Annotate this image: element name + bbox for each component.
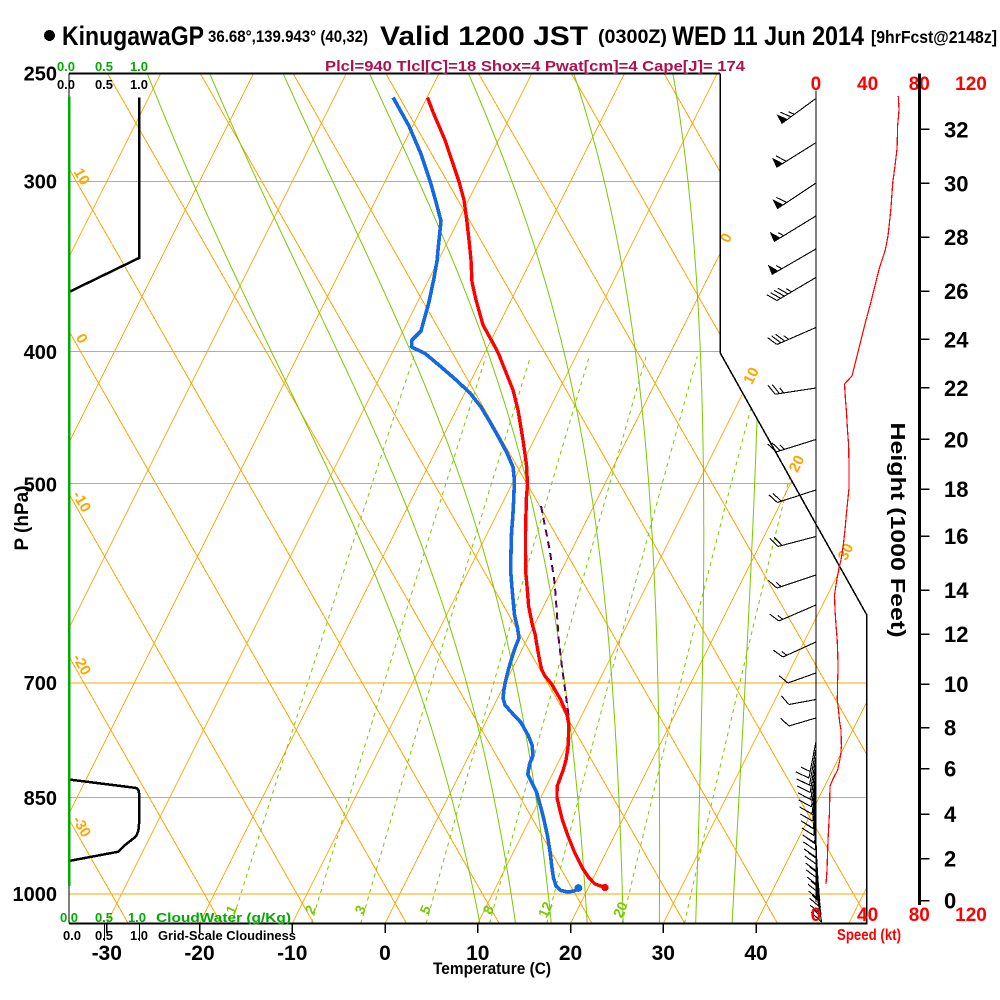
svg-text:0.0: 0.0 xyxy=(57,77,75,92)
svg-text:1000: 1000 xyxy=(13,884,58,906)
svg-text:Speed (kt): Speed (kt) xyxy=(837,927,901,944)
svg-text:1.0: 1.0 xyxy=(130,928,148,943)
svg-text:0.5: 0.5 xyxy=(95,910,113,925)
svg-text:10: 10 xyxy=(466,942,489,965)
svg-text:KinugawaGP: KinugawaGP xyxy=(62,21,204,51)
svg-text:10: 10 xyxy=(944,672,968,697)
svg-text:WED 11 Jun 2014: WED 11 Jun 2014 xyxy=(672,21,864,51)
svg-text:22: 22 xyxy=(944,376,968,401)
svg-text:Plcl=940 Tlcl[C]=18 Shox=4 Pwa: Plcl=940 Tlcl[C]=18 Shox=4 Pwat[cm]=4 Ca… xyxy=(325,58,746,75)
svg-text:[9hrFcst@2148z]: [9hrFcst@2148z] xyxy=(871,27,997,47)
svg-text:0: 0 xyxy=(379,942,391,965)
svg-text:0: 0 xyxy=(811,905,822,926)
svg-text:10: 10 xyxy=(740,365,763,388)
svg-text:0.5: 0.5 xyxy=(95,928,113,943)
svg-text:0.0: 0.0 xyxy=(57,59,75,74)
svg-text:120: 120 xyxy=(955,74,987,95)
svg-text:850: 850 xyxy=(24,788,57,810)
svg-text:250: 250 xyxy=(24,64,57,86)
svg-text:26: 26 xyxy=(944,279,968,304)
svg-text:20: 20 xyxy=(944,427,968,452)
svg-text:700: 700 xyxy=(24,673,57,695)
svg-text:12: 12 xyxy=(944,622,968,647)
svg-text:500: 500 xyxy=(24,475,57,497)
svg-text:1.0: 1.0 xyxy=(130,59,148,74)
svg-text:14: 14 xyxy=(944,578,969,603)
svg-text:30: 30 xyxy=(652,942,675,965)
svg-text:-10: -10 xyxy=(277,942,307,965)
svg-text:-20: -20 xyxy=(184,942,214,965)
svg-text:0: 0 xyxy=(811,74,822,95)
svg-text:Valid 1200 JST: Valid 1200 JST xyxy=(380,21,589,51)
svg-text:40: 40 xyxy=(744,942,767,965)
svg-text:CloudWater (g/Kg): CloudWater (g/Kg) xyxy=(156,910,291,925)
svg-text:1.0: 1.0 xyxy=(128,910,146,925)
svg-text:1.0: 1.0 xyxy=(130,77,148,92)
svg-text:0.5: 0.5 xyxy=(95,77,113,92)
svg-text:16: 16 xyxy=(944,524,968,549)
svg-text:18: 18 xyxy=(944,477,968,502)
svg-text:12: 12 xyxy=(535,899,556,920)
svg-text:8: 8 xyxy=(944,716,956,741)
svg-text:40: 40 xyxy=(857,905,878,926)
svg-text:P (hPa): P (hPa) xyxy=(12,485,33,550)
svg-text:400: 400 xyxy=(24,342,57,364)
svg-text:(0300Z): (0300Z) xyxy=(598,27,667,48)
svg-text:Temperature (C): Temperature (C) xyxy=(433,959,551,978)
svg-text:40: 40 xyxy=(857,74,878,95)
svg-text:6: 6 xyxy=(944,757,956,782)
svg-text:20: 20 xyxy=(786,453,809,476)
svg-text:300: 300 xyxy=(24,171,57,193)
svg-text:-30: -30 xyxy=(92,942,122,965)
svg-text:32: 32 xyxy=(944,117,968,142)
svg-text:20: 20 xyxy=(559,942,582,965)
svg-text:0.5: 0.5 xyxy=(95,59,113,74)
svg-text:4: 4 xyxy=(944,802,957,827)
svg-text:80: 80 xyxy=(909,905,930,926)
svg-text:28: 28 xyxy=(944,225,968,250)
svg-text:0: 0 xyxy=(944,889,956,914)
svg-text:Grid-Scale Cloudiness: Grid-Scale Cloudiness xyxy=(158,928,296,943)
svg-text:24: 24 xyxy=(944,327,969,352)
svg-text:0.0: 0.0 xyxy=(60,910,78,925)
svg-text:2: 2 xyxy=(944,847,956,872)
svg-text:Height (1000 Feet): Height (1000 Feet) xyxy=(886,423,908,638)
svg-text:30: 30 xyxy=(944,171,968,196)
svg-text:0.0: 0.0 xyxy=(63,928,81,943)
svg-text:30: 30 xyxy=(835,541,858,564)
svg-text:36.68°,139.943° (40,32): 36.68°,139.943° (40,32) xyxy=(208,28,368,46)
svg-text:20: 20 xyxy=(610,899,631,920)
svg-text:10: 10 xyxy=(70,165,93,188)
svg-text:120: 120 xyxy=(955,905,987,926)
